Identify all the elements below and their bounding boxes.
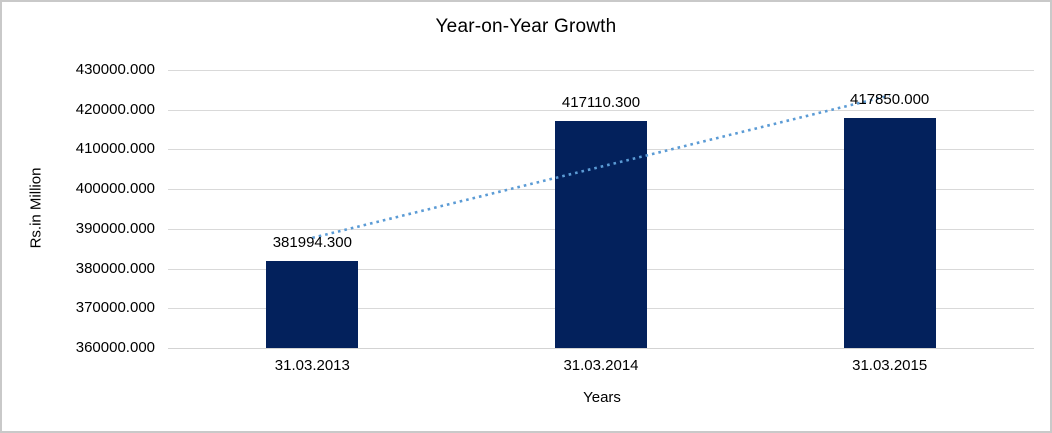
bar-31.03.2014 [555,121,647,348]
y-tick-label: 400000.000 [75,180,155,197]
x-tick-label: 31.03.2015 [852,357,928,374]
bar-data-label: 381994.300 [272,233,352,251]
y-tick-label: 430000.000 [75,61,155,78]
y-tick-label: 420000.000 [75,101,155,118]
bar-data-label: 417110.300 [561,94,641,112]
y-tick-label: 410000.000 [75,140,155,157]
x-axis-title: Years [583,389,621,406]
y-axis-title: Rs.in Million [27,167,45,249]
bar-31.03.2015 [843,118,936,348]
x-axis-line [168,348,1034,349]
y-tick-label: 380000.000 [75,260,155,277]
y-tick-label: 360000.000 [75,339,155,356]
bar-31.03.2013 [266,260,359,348]
x-tick-label: 31.03.2014 [563,357,639,374]
chart-title: Year-on-Year Growth [435,16,617,37]
y-tick-label: 370000.000 [75,299,155,316]
bar-data-label: 417850.000 [850,91,930,109]
y-gridline [168,70,1034,71]
y-tick-label: 390000.000 [75,220,155,237]
x-tick-label: 31.03.2013 [274,357,350,374]
